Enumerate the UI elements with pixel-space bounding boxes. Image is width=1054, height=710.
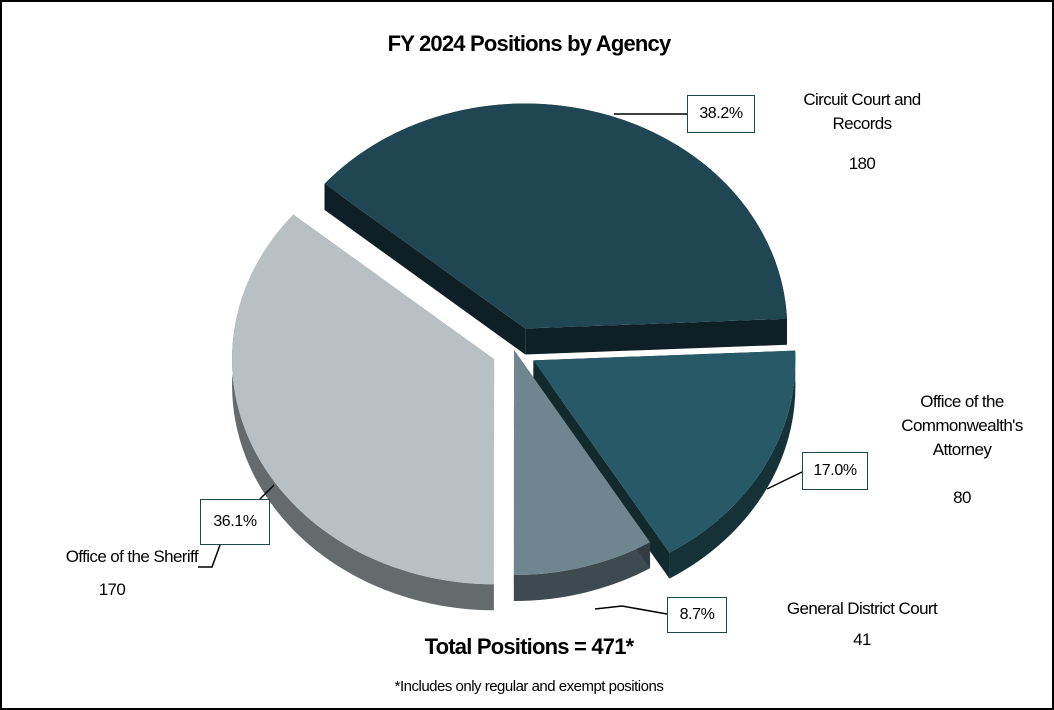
- slice: [513, 350, 651, 575]
- slice-wall: [525, 318, 787, 355]
- category-label: General District Court: [786, 599, 938, 618]
- leader-line: [594, 605, 668, 615]
- slice: [232, 214, 495, 585]
- slice-side: [232, 214, 494, 611]
- count-label: 41: [853, 630, 871, 649]
- leader-line: [766, 471, 803, 490]
- category-label: Office of the Commonwealth's Attorney: [901, 392, 1023, 459]
- percent-label: 36.1%: [200, 499, 270, 545]
- percent-label: 8.7%: [667, 597, 727, 633]
- total-label: Total Positions = 471*: [424, 634, 635, 659]
- slice-wall: [324, 183, 526, 355]
- footnote: *Includes only regular and exempt positi…: [394, 678, 664, 695]
- category-label: Circuit Court and Records: [803, 90, 921, 133]
- leader-line: [198, 544, 221, 568]
- slice-side: [513, 542, 651, 601]
- slice: [324, 103, 787, 329]
- slice-side: [669, 350, 796, 579]
- count-label: 170: [98, 580, 126, 599]
- leader-line: [259, 484, 275, 500]
- category-label: Office of the Sheriff: [65, 547, 199, 566]
- percent-label: 38.2%: [687, 95, 755, 133]
- count-label: 80: [953, 488, 971, 507]
- slice: [533, 350, 796, 553]
- percent-label: 17.0%: [802, 452, 868, 490]
- count-label: 180: [848, 154, 876, 173]
- chart-title: FY 2024 Positions by Agency: [387, 31, 672, 56]
